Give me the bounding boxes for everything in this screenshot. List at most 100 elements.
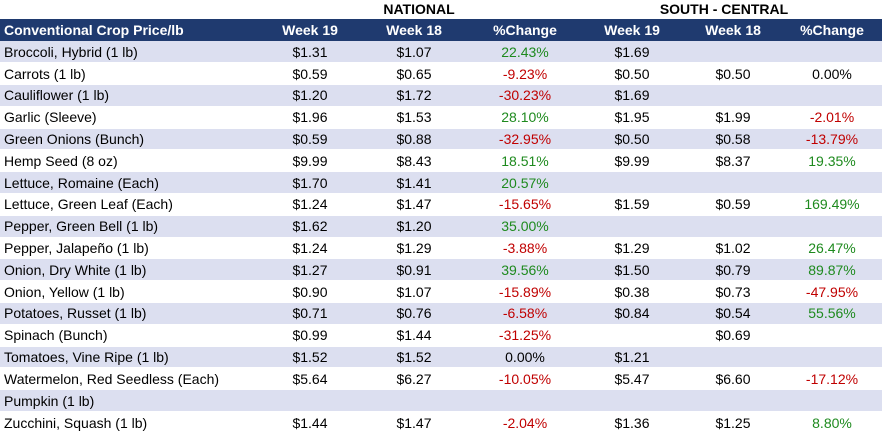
national-week18-cell: $0.88 [358,127,470,150]
crop-name-cell: Watermelon, Red Seedless (Each) [0,367,262,390]
national-week18-cell: $1.47 [358,193,470,216]
region-group-header: NATIONAL SOUTH - CENTRAL [0,0,882,19]
south-central-week18-cell [684,171,782,194]
table-row: Carrots (1 lb) $0.59 $0.65 -9.23% $0.50 $0.50… [0,62,882,85]
south-central-week18-cell: $1.25 [684,411,782,433]
table-row: Potatoes, Russet (1 lb) $0.71 $0.76 -6.58% $… [0,302,882,325]
national-week18-cell: $1.07 [396,43,432,60]
national-week19-cell [262,389,358,412]
crop-price-table: Conventional Crop Price/lb Week 19 Week … [0,19,882,433]
national-week19-cell: $5.64 [262,367,358,390]
table-row: Broccoli, Hybrid (1 lb) $1.31 $1.07 22.43% $… [0,41,882,63]
table-row: Green Onions (Bunch) $0.59 $0.88 -32.95% $0.… [0,127,882,150]
table-row: Hemp Seed (8 oz) $9.99 $8.43 18.51% $9.99 $8.… [0,149,882,172]
south-central-change-cell: -13.79% [782,127,882,150]
south-central-change-cell: 89.87% [782,258,882,281]
national-week18-cell: $1.41 [358,171,470,194]
national-change-cell: -32.95% [470,127,580,150]
national-change-header: %Change [493,22,557,38]
south-central-week18-cell: $8.37 [684,149,782,172]
south-central-week19-cell [580,171,684,194]
crop-name-cell: Cauliflower (1 lb) [0,84,262,107]
crop-name-cell: Lettuce, Romaine (Each) [0,171,262,194]
south-central-change-cell [782,214,882,238]
crop-name-cell: Pumpkin (1 lb) [0,389,262,412]
national-week18-cell: $0.76 [358,302,470,325]
crop-name-cell: Green Onions (Bunch) [0,127,262,150]
south-central-week19-cell [580,214,684,238]
table-body: Broccoli, Hybrid (1 lb) $1.31 $1.07 22.43% $… [0,41,882,433]
crop-name-cell: Onion, Yellow (1 lb) [0,280,262,303]
south-central-week18-cell [684,345,782,368]
national-change-cell: -2.04% [470,411,580,433]
south-central-change-cell: 8.80% [782,411,882,433]
national-change-cell: -10.05% [470,367,580,390]
national-week19-cell: $0.59 [262,127,358,150]
crop-name-cell: Zucchini, Squash (1 lb) [0,411,262,433]
crop-name-cell: Tomatoes, Vine Ripe (1 lb) [0,345,262,368]
south-central-week19-cell: $0.38 [580,280,684,303]
national-week18-cell: $6.27 [358,367,470,390]
table-row: Garlic (Sleeve) $1.96 $1.53 28.10% $1.95 $1.9… [0,105,882,129]
south-central-change-cell: 19.35% [782,149,882,172]
crop-column-header: Conventional Crop Price/lb [4,22,184,38]
south-central-week18-cell [684,389,782,412]
national-change-cell: 20.57% [470,171,580,194]
crop-name-cell: Carrots (1 lb) [0,62,262,85]
south-central-week19-cell: $1.50 [580,258,684,281]
national-week18-cell: $1.53 [358,105,470,129]
crop-name-cell: Pepper, Green Bell (1 lb) [0,214,262,238]
national-change-cell: -30.23% [470,84,580,107]
table-row: Pepper, Jalapeño (1 lb) $1.24 $1.29 -3.88% $… [0,236,882,259]
national-week18-header: Week 18 [386,22,442,38]
national-change-cell [470,389,580,412]
table-row: Zucchini, Squash (1 lb) $1.44 $1.47 -2.04% $… [0,411,882,433]
national-change-cell: 28.10% [470,105,580,129]
national-change-cell: -31.25% [470,323,580,347]
national-week18-cell: $0.91 [358,258,470,281]
south-central-change-cell: -2.01% [782,105,882,129]
national-change-cell: 22.43% [501,43,549,60]
national-week19-cell: $0.90 [262,280,358,303]
crop-name-cell: Spinach (Bunch) [0,323,262,347]
south-central-change-cell: 26.47% [782,236,882,259]
south-central-week19-cell: $1.29 [580,236,684,259]
crop-name-cell: Hemp Seed (8 oz) [0,149,262,172]
table-row: Spinach (Bunch) $0.99 $1.44 -31.25% $0.69 [0,323,882,347]
national-week19-cell: $1.24 [262,193,358,216]
south-central-change-cell [782,389,882,412]
national-change-cell: -15.65% [470,193,580,216]
national-group-label: NATIONAL [383,1,455,17]
national-week19-cell: $1.31 [292,43,328,60]
south-central-week18-cell [684,214,782,238]
south-central-week19-cell: $0.84 [580,302,684,325]
south-central-week18-cell [684,84,782,107]
national-week18-cell: $1.52 [358,345,470,368]
south-central-week19-cell: $9.99 [580,149,684,172]
national-week19-cell: $0.71 [262,302,358,325]
south-central-change-cell: 55.56% [782,302,882,325]
national-week19-cell: $1.27 [262,258,358,281]
table-row: Lettuce, Green Leaf (Each) $1.24 $1.47 -15.… [0,193,882,216]
south-central-week18-cell: $0.58 [684,127,782,150]
national-change-cell: 0.00% [470,345,580,368]
south-central-change-cell: 169.49% [782,193,882,216]
south-central-change-cell: -17.12% [782,367,882,390]
south-central-week19-cell: $1.59 [580,193,684,216]
national-week19-cell: $1.62 [262,214,358,238]
south-central-week19-cell: $1.21 [580,345,684,368]
national-week19-cell: $1.20 [262,84,358,107]
south-central-change-cell [782,84,882,107]
national-week19-header: Week 19 [282,22,338,38]
national-week19-cell: $0.59 [262,62,358,85]
crop-name-cell: Potatoes, Russet (1 lb) [0,302,262,325]
national-week18-cell: $1.20 [358,214,470,238]
crop-name-cell: Pepper, Jalapeño (1 lb) [0,236,262,259]
national-week19-cell: $1.52 [262,345,358,368]
south-central-week19-cell: $0.50 [580,127,684,150]
national-week18-cell: $1.44 [358,323,470,347]
national-week19-cell: $1.70 [262,171,358,194]
south-central-week19-cell: $1.69 [580,84,684,107]
south-central-week18-cell: $1.99 [684,105,782,129]
